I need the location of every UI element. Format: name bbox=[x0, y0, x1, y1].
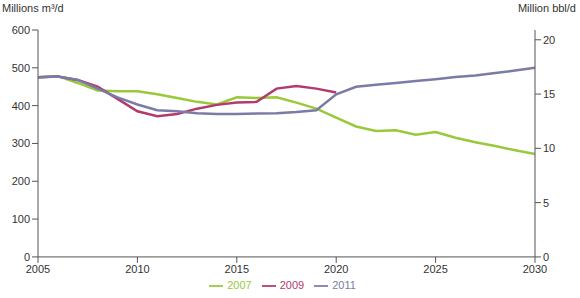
html-text:Millions m³/d: Millions m³/d bbox=[2, 2, 64, 14]
svg-text:10: 10 bbox=[543, 142, 555, 154]
svg-text:500: 500 bbox=[12, 62, 30, 74]
svg-text:100: 100 bbox=[12, 213, 30, 225]
svg-text:2010: 2010 bbox=[125, 263, 149, 275]
svg-text:2030: 2030 bbox=[523, 263, 547, 275]
svg-text:5: 5 bbox=[543, 197, 549, 209]
html-text:Million bbl/d: Million bbl/d bbox=[517, 2, 576, 14]
svg-text:2025: 2025 bbox=[423, 263, 447, 275]
svg-text:300: 300 bbox=[12, 137, 30, 149]
svg-text:0: 0 bbox=[24, 251, 30, 263]
svg-text:400: 400 bbox=[12, 100, 30, 112]
html-text:2011: 2011 bbox=[332, 278, 356, 291]
html-text:2007: 2007 bbox=[227, 278, 252, 291]
svg-text:200: 200 bbox=[12, 175, 30, 187]
svg-text:600: 600 bbox=[12, 24, 30, 36]
svg-text:2015: 2015 bbox=[225, 263, 249, 275]
svg-text:0: 0 bbox=[543, 251, 549, 263]
svg-text:2020: 2020 bbox=[324, 263, 348, 275]
svg-text:15: 15 bbox=[543, 88, 555, 100]
svg-text:2005: 2005 bbox=[26, 263, 50, 275]
html-text:2009: 2009 bbox=[279, 278, 305, 291]
svg-text:20: 20 bbox=[543, 34, 555, 46]
